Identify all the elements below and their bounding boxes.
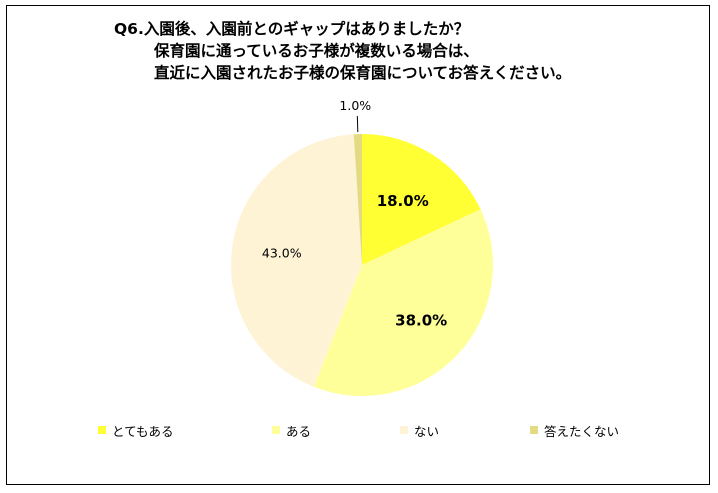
pie-leader-line-4	[356, 116, 359, 133]
chart-title-line-2: 保育園に通っているお子様が複数いる場合は、	[154, 42, 479, 60]
legend-label-1: とてもある	[112, 423, 174, 439]
chart-title: Q6.入園後、入園前とのギャップはありましたか？ 保育園に通っているお子様が複数…	[114, 18, 674, 84]
pie-slice-2	[313, 209, 493, 396]
legend-item-2: ある	[272, 419, 311, 441]
legend-swatch-2	[272, 426, 280, 434]
pie-slice-4	[353, 134, 362, 265]
legend-label-2: ある	[286, 423, 312, 439]
pie-slice-label-4: 1.0%	[339, 98, 371, 113]
legend-label-3: ない	[414, 423, 440, 439]
legend-swatch-4	[530, 426, 538, 434]
pie-labels: 18.0% 38.0% 43.0% 1.0%	[262, 98, 447, 330]
legend-swatch-1	[98, 426, 106, 434]
pie-slice-label-2: 38.0%	[395, 312, 447, 330]
pie-slice-label-1: 18.0%	[377, 192, 429, 210]
chart-title-line-1: Q6.入園後、入園前とのギャップはありましたか？	[114, 20, 470, 38]
chart-title-line-3: 直近に入園されたお子様の保育園についてお答えください。	[154, 64, 572, 82]
pie-slices	[231, 134, 493, 396]
legend-swatch-3	[400, 426, 408, 434]
legend-item-4: 答えたくない	[530, 419, 619, 441]
chart-legend: とてもある ある ない 答えたくない	[0, 419, 718, 441]
pie-slice-3	[231, 134, 362, 387]
legend-item-3: ない	[400, 419, 439, 441]
legend-label-4: 答えたくない	[544, 423, 620, 439]
pie-slice-1	[362, 134, 481, 265]
pie-slice-label-3: 43.0%	[262, 245, 302, 260]
legend-item-1: とてもある	[98, 419, 174, 441]
